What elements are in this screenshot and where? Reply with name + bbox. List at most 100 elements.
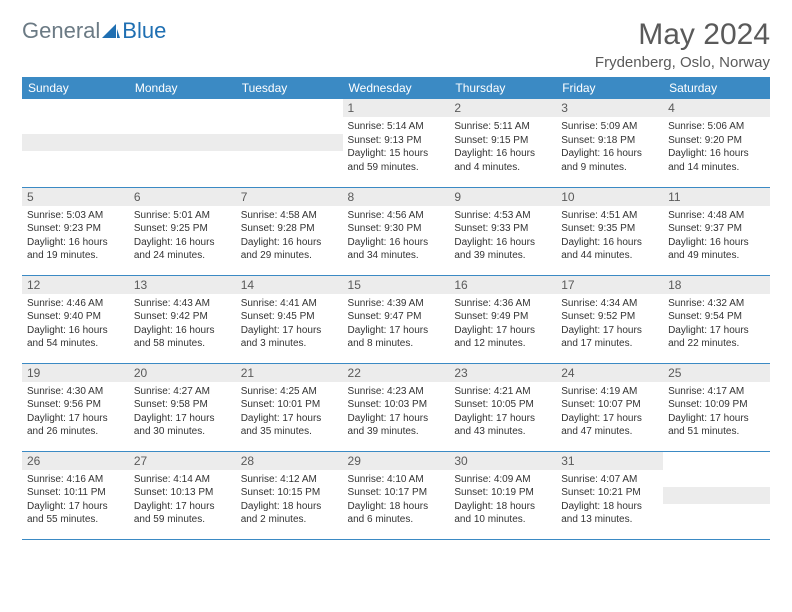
day-number: 27 <box>129 452 236 470</box>
day-cell: 2Sunrise: 5:11 AMSunset: 9:15 PMDaylight… <box>449 99 556 187</box>
day-cell: 17Sunrise: 4:34 AMSunset: 9:52 PMDayligh… <box>556 275 663 363</box>
title-block: May 2024 Frydenberg, Oslo, Norway <box>595 18 770 71</box>
day-details: Sunrise: 4:58 AMSunset: 9:28 PMDaylight:… <box>236 206 343 266</box>
day-cell: 25Sunrise: 4:17 AMSunset: 10:09 PMDaylig… <box>663 363 770 451</box>
day-details: Sunrise: 5:01 AMSunset: 9:25 PMDaylight:… <box>129 206 236 266</box>
day-cell: 29Sunrise: 4:10 AMSunset: 10:17 PMDaylig… <box>343 451 450 539</box>
day-details: Sunrise: 4:17 AMSunset: 10:09 PMDaylight… <box>663 382 770 442</box>
day-number: 13 <box>129 276 236 294</box>
dow-header: Saturday <box>663 77 770 99</box>
day-details: Sunrise: 4:16 AMSunset: 10:11 PMDaylight… <box>22 470 129 530</box>
dow-header: Monday <box>129 77 236 99</box>
day-details: Sunrise: 5:14 AMSunset: 9:13 PMDaylight:… <box>343 117 450 177</box>
day-cell: 7Sunrise: 4:58 AMSunset: 9:28 PMDaylight… <box>236 187 343 275</box>
day-details: Sunrise: 4:30 AMSunset: 9:56 PMDaylight:… <box>22 382 129 442</box>
day-number: 19 <box>22 364 129 382</box>
day-cell: 12Sunrise: 4:46 AMSunset: 9:40 PMDayligh… <box>22 275 129 363</box>
day-cell: 3Sunrise: 5:09 AMSunset: 9:18 PMDaylight… <box>556 99 663 187</box>
dow-header: Thursday <box>449 77 556 99</box>
day-number: 20 <box>129 364 236 382</box>
day-number: 8 <box>343 188 450 206</box>
day-cell: 10Sunrise: 4:51 AMSunset: 9:35 PMDayligh… <box>556 187 663 275</box>
day-number: 6 <box>129 188 236 206</box>
day-cell: 30Sunrise: 4:09 AMSunset: 10:19 PMDaylig… <box>449 451 556 539</box>
day-cell: 24Sunrise: 4:19 AMSunset: 10:07 PMDaylig… <box>556 363 663 451</box>
day-cell: 1Sunrise: 5:14 AMSunset: 9:13 PMDaylight… <box>343 99 450 187</box>
day-cell: 18Sunrise: 4:32 AMSunset: 9:54 PMDayligh… <box>663 275 770 363</box>
day-number: 21 <box>236 364 343 382</box>
day-details: Sunrise: 4:23 AMSunset: 10:03 PMDaylight… <box>343 382 450 442</box>
calendar-body: 1Sunrise: 5:14 AMSunset: 9:13 PMDaylight… <box>22 99 770 539</box>
day-cell: 19Sunrise: 4:30 AMSunset: 9:56 PMDayligh… <box>22 363 129 451</box>
day-details: Sunrise: 4:21 AMSunset: 10:05 PMDaylight… <box>449 382 556 442</box>
empty-day-cell <box>129 99 236 187</box>
day-details: Sunrise: 4:25 AMSunset: 10:01 PMDaylight… <box>236 382 343 442</box>
day-details: Sunrise: 4:27 AMSunset: 9:58 PMDaylight:… <box>129 382 236 442</box>
day-number: 14 <box>236 276 343 294</box>
empty-day-cell <box>663 451 770 539</box>
day-cell: 22Sunrise: 4:23 AMSunset: 10:03 PMDaylig… <box>343 363 450 451</box>
day-details: Sunrise: 4:19 AMSunset: 10:07 PMDaylight… <box>556 382 663 442</box>
day-details: Sunrise: 4:46 AMSunset: 9:40 PMDaylight:… <box>22 294 129 354</box>
header: General Blue May 2024 Frydenberg, Oslo, … <box>22 18 770 71</box>
day-details: Sunrise: 4:34 AMSunset: 9:52 PMDaylight:… <box>556 294 663 354</box>
day-cell: 6Sunrise: 5:01 AMSunset: 9:25 PMDaylight… <box>129 187 236 275</box>
day-details: Sunrise: 4:09 AMSunset: 10:19 PMDaylight… <box>449 470 556 530</box>
day-number: 29 <box>343 452 450 470</box>
day-number: 1 <box>343 99 450 117</box>
day-number: 24 <box>556 364 663 382</box>
day-cell: 28Sunrise: 4:12 AMSunset: 10:15 PMDaylig… <box>236 451 343 539</box>
logo-text-blue: Blue <box>122 18 166 43</box>
day-details: Sunrise: 4:51 AMSunset: 9:35 PMDaylight:… <box>556 206 663 266</box>
calendar-table: SundayMondayTuesdayWednesdayThursdayFrid… <box>22 77 770 540</box>
day-number: 30 <box>449 452 556 470</box>
day-cell: 14Sunrise: 4:41 AMSunset: 9:45 PMDayligh… <box>236 275 343 363</box>
day-number: 3 <box>556 99 663 117</box>
day-number: 31 <box>556 452 663 470</box>
day-cell: 11Sunrise: 4:48 AMSunset: 9:37 PMDayligh… <box>663 187 770 275</box>
logo-text-general: General <box>22 18 100 44</box>
day-details: Sunrise: 4:32 AMSunset: 9:54 PMDaylight:… <box>663 294 770 354</box>
day-number: 18 <box>663 276 770 294</box>
day-cell: 23Sunrise: 4:21 AMSunset: 10:05 PMDaylig… <box>449 363 556 451</box>
day-details: Sunrise: 4:36 AMSunset: 9:49 PMDaylight:… <box>449 294 556 354</box>
day-details: Sunrise: 4:48 AMSunset: 9:37 PMDaylight:… <box>663 206 770 266</box>
calendar-week-row: 12Sunrise: 4:46 AMSunset: 9:40 PMDayligh… <box>22 275 770 363</box>
day-number: 22 <box>343 364 450 382</box>
day-cell: 21Sunrise: 4:25 AMSunset: 10:01 PMDaylig… <box>236 363 343 451</box>
day-of-week-row: SundayMondayTuesdayWednesdayThursdayFrid… <box>22 77 770 99</box>
day-number: 4 <box>663 99 770 117</box>
day-cell: 20Sunrise: 4:27 AMSunset: 9:58 PMDayligh… <box>129 363 236 451</box>
day-cell: 4Sunrise: 5:06 AMSunset: 9:20 PMDaylight… <box>663 99 770 187</box>
logo-sail-icon <box>102 24 120 38</box>
day-details: Sunrise: 4:07 AMSunset: 10:21 PMDaylight… <box>556 470 663 530</box>
calendar-week-row: 5Sunrise: 5:03 AMSunset: 9:23 PMDaylight… <box>22 187 770 275</box>
day-cell: 9Sunrise: 4:53 AMSunset: 9:33 PMDaylight… <box>449 187 556 275</box>
location-text: Frydenberg, Oslo, Norway <box>595 54 770 71</box>
day-number: 25 <box>663 364 770 382</box>
day-details: Sunrise: 5:09 AMSunset: 9:18 PMDaylight:… <box>556 117 663 177</box>
dow-header: Friday <box>556 77 663 99</box>
dow-header: Tuesday <box>236 77 343 99</box>
logo: General Blue <box>22 18 166 44</box>
day-number: 15 <box>343 276 450 294</box>
day-cell: 5Sunrise: 5:03 AMSunset: 9:23 PMDaylight… <box>22 187 129 275</box>
day-number: 28 <box>236 452 343 470</box>
day-number: 11 <box>663 188 770 206</box>
calendar-week-row: 19Sunrise: 4:30 AMSunset: 9:56 PMDayligh… <box>22 363 770 451</box>
calendar-week-row: 1Sunrise: 5:14 AMSunset: 9:13 PMDaylight… <box>22 99 770 187</box>
day-cell: 31Sunrise: 4:07 AMSunset: 10:21 PMDaylig… <box>556 451 663 539</box>
empty-day-cell <box>236 99 343 187</box>
month-title: May 2024 <box>595 18 770 52</box>
day-details: Sunrise: 4:41 AMSunset: 9:45 PMDaylight:… <box>236 294 343 354</box>
day-cell: 15Sunrise: 4:39 AMSunset: 9:47 PMDayligh… <box>343 275 450 363</box>
day-details: Sunrise: 4:14 AMSunset: 10:13 PMDaylight… <box>129 470 236 530</box>
day-details: Sunrise: 5:03 AMSunset: 9:23 PMDaylight:… <box>22 206 129 266</box>
day-number: 23 <box>449 364 556 382</box>
dow-header: Sunday <box>22 77 129 99</box>
day-number: 7 <box>236 188 343 206</box>
day-details: Sunrise: 4:43 AMSunset: 9:42 PMDaylight:… <box>129 294 236 354</box>
day-details: Sunrise: 5:06 AMSunset: 9:20 PMDaylight:… <box>663 117 770 177</box>
day-cell: 16Sunrise: 4:36 AMSunset: 9:49 PMDayligh… <box>449 275 556 363</box>
day-cell: 26Sunrise: 4:16 AMSunset: 10:11 PMDaylig… <box>22 451 129 539</box>
